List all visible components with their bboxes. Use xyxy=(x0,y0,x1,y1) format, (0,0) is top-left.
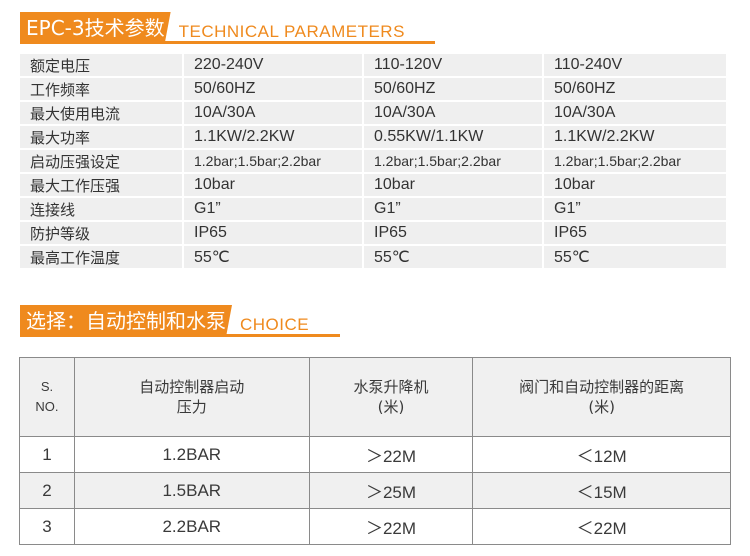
spec-value: G1” xyxy=(184,198,362,220)
col-header-line: S. xyxy=(40,379,54,394)
distance-cell: ＜12M xyxy=(472,436,731,473)
spec-value: IP65 xyxy=(364,222,542,244)
spec-value: 55℃ xyxy=(544,246,726,268)
spec-value: 55℃ xyxy=(184,246,362,268)
spec-row: 最大使用电流 10A/30A 10A/30A 10A/30A xyxy=(20,102,726,124)
col-header-line: 阀门和自动控制器的距离 xyxy=(519,378,685,396)
spec-value: 10bar xyxy=(184,174,362,196)
spec-row: 工作频率 50/60HZ 50/60HZ 50/60HZ xyxy=(20,78,726,100)
header-tag: 选择：自动控制和水泵 xyxy=(20,305,232,337)
header-subtitle: CHOICE xyxy=(240,315,310,334)
spec-row: 最大工作压强 10bar 10bar 10bar xyxy=(20,174,726,196)
pump-lift-cell: ＞25M xyxy=(308,472,474,509)
spec-value: G1” xyxy=(544,198,726,220)
header-subtitle: TECHNICAL PARAMETERS xyxy=(178,22,405,41)
spec-label: 最大功率 xyxy=(20,126,182,148)
spec-label: 工作频率 xyxy=(20,78,182,100)
spec-row: 连接线 G1” G1” G1” xyxy=(20,198,726,220)
spec-label: 最高工作温度 xyxy=(20,246,182,268)
distance-cell: ＜22M xyxy=(472,508,731,545)
col-header-line: (米) xyxy=(377,398,405,416)
spec-value: 110-240V xyxy=(544,54,726,76)
row-number: 3 xyxy=(19,508,75,545)
spec-value: 10bar xyxy=(364,174,542,196)
col-header-line: 水泵升降机 xyxy=(353,378,429,396)
col-header-sno: S. NO. xyxy=(19,357,75,437)
spec-row: 启动压强设定 1.2bar;1.5bar;2.2bar 1.2bar;1.5ba… xyxy=(20,150,726,172)
table-row: 3 2.2BAR ＞22M ＜22M xyxy=(19,508,731,545)
header-underline xyxy=(20,41,435,44)
start-pressure-cell: 2.2BAR xyxy=(73,508,310,545)
col-header-pump-lift: 水泵升降机 (米) xyxy=(308,357,474,437)
col-header-line: 自动控制器启动 xyxy=(139,378,245,396)
spec-value: 1.2bar;1.5bar;2.2bar xyxy=(364,150,542,172)
spec-label: 防护等级 xyxy=(20,222,182,244)
spec-value: 1.2bar;1.5bar;2.2bar xyxy=(544,150,726,172)
spec-row: 额定电压 220-240V 110-120V 110-240V xyxy=(20,54,726,76)
spec-value: 10A/30A xyxy=(184,102,362,124)
spec-value: 50/60HZ xyxy=(184,78,362,100)
choice-table: S. NO. 自动控制器启动 压力 水泵升降机 (米) 阀门和自动控制器的距离 … xyxy=(19,357,731,545)
spec-row: 最高工作温度 55℃ 55℃ 55℃ xyxy=(20,246,726,268)
spec-row: 最大功率 1.1KW/2.2KW 0.55KW/1.1KW 1.1KW/2.2K… xyxy=(20,126,726,148)
technical-parameters-header: EPC-3技术参数 TECHNICAL PARAMETERS xyxy=(20,12,435,44)
table-row: 1 1.2BAR ＞22M ＜12M xyxy=(19,436,731,473)
choice-header-row: S. NO. 自动控制器启动 压力 水泵升降机 (米) 阀门和自动控制器的距离 … xyxy=(19,357,731,437)
spec-value: 220-240V xyxy=(184,54,362,76)
spec-row: 防护等级 IP65 IP65 IP65 xyxy=(20,222,726,244)
row-number: 2 xyxy=(19,472,75,509)
spec-label: 连接线 xyxy=(20,198,182,220)
header-tag: EPC-3技术参数 xyxy=(20,12,171,44)
spec-value: 55℃ xyxy=(364,246,542,268)
spec-value: 0.55KW/1.1KW xyxy=(364,126,542,148)
spec-value: 110-120V xyxy=(364,54,542,76)
table-row: 2 1.5BAR ＞25M ＜15M xyxy=(19,472,731,509)
spec-label: 最大工作压强 xyxy=(20,174,182,196)
spec-value: IP65 xyxy=(544,222,726,244)
spec-value: 1.1KW/2.2KW xyxy=(184,126,362,148)
spec-value: IP65 xyxy=(184,222,362,244)
col-header-line: 压力 xyxy=(176,398,207,416)
col-header-line: NO. xyxy=(35,399,59,414)
spec-label: 额定电压 xyxy=(20,54,182,76)
col-header-start-pressure: 自动控制器启动 压力 xyxy=(73,357,310,437)
spec-label: 启动压强设定 xyxy=(20,150,182,172)
pump-lift-cell: ＞22M xyxy=(308,436,474,473)
col-header-distance: 阀门和自动控制器的距离 (米) xyxy=(472,357,731,437)
spec-label: 最大使用电流 xyxy=(20,102,182,124)
spec-value: 10A/30A xyxy=(364,102,542,124)
spec-value: 50/60HZ xyxy=(544,78,726,100)
col-header-line: (米) xyxy=(588,398,616,416)
spec-value: 50/60HZ xyxy=(364,78,542,100)
pump-lift-cell: ＞22M xyxy=(308,508,474,545)
distance-cell: ＜15M xyxy=(472,472,731,509)
row-number: 1 xyxy=(19,436,75,473)
choice-header: 选择：自动控制和水泵 CHOICE xyxy=(20,305,340,337)
spec-value: G1” xyxy=(364,198,542,220)
spec-value: 10bar xyxy=(544,174,726,196)
spec-value: 1.2bar;1.5bar;2.2bar xyxy=(184,150,362,172)
spec-value: 10A/30A xyxy=(544,102,726,124)
spec-value: 1.1KW/2.2KW xyxy=(544,126,726,148)
spec-table: 额定电压 220-240V 110-120V 110-240V 工作频率 50/… xyxy=(18,52,728,270)
start-pressure-cell: 1.2BAR xyxy=(73,436,310,473)
start-pressure-cell: 1.5BAR xyxy=(73,472,310,509)
